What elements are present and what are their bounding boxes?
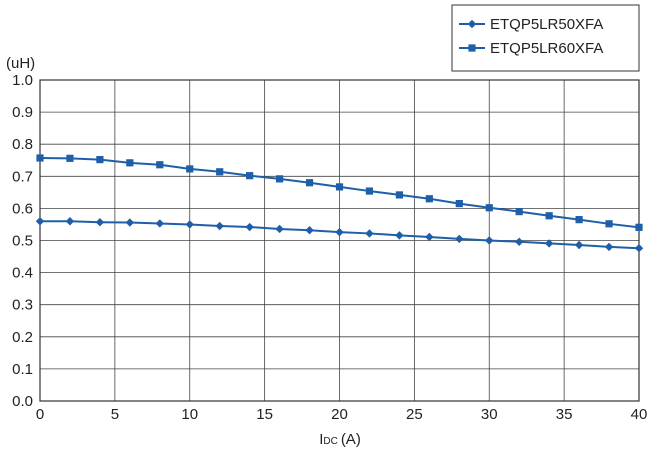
data-point-square bbox=[186, 165, 194, 173]
data-point-square bbox=[395, 191, 403, 199]
y-tick-label: 0.0 bbox=[12, 393, 33, 410]
data-point-diamond bbox=[35, 217, 45, 226]
data-point-square bbox=[545, 212, 553, 220]
data-point-diamond bbox=[634, 244, 644, 253]
data-point-diamond bbox=[185, 220, 194, 229]
data-point-diamond bbox=[275, 224, 284, 234]
data-point-square bbox=[276, 175, 284, 183]
data-point-square bbox=[246, 172, 254, 180]
x-tick-labels: 0 5 10 15 20 25 30 35 40 bbox=[36, 406, 648, 423]
data-point-square bbox=[365, 187, 374, 195]
data-point-square bbox=[216, 168, 224, 176]
y-tick-label: 0.4 bbox=[12, 265, 33, 282]
data-point-diamond bbox=[155, 219, 164, 228]
y-tick-label: 1.0 bbox=[12, 72, 33, 89]
x-tick-label: 0 bbox=[36, 406, 44, 423]
legend-items: ETQP5LR50XFA ETQP5LR60XFA bbox=[459, 16, 603, 57]
data-point-diamond bbox=[485, 236, 494, 245]
data-point-square bbox=[126, 159, 134, 167]
y-tick-label: 0.9 bbox=[12, 104, 33, 121]
y-tick-labels: 0.0 0.1 0.2 0.3 0.4 0.5 0.6 0.7 0.8 0.9 1.0 bbox=[12, 72, 33, 410]
data-point-square bbox=[156, 161, 164, 169]
y-tick-label: 0.5 bbox=[12, 233, 33, 250]
data-point-square bbox=[335, 183, 344, 191]
data-point-diamond bbox=[544, 239, 554, 248]
legend-marker-square bbox=[468, 44, 476, 52]
data-point-diamond bbox=[305, 226, 314, 235]
data-point-square bbox=[66, 154, 74, 162]
x-tick-label: 35 bbox=[556, 406, 573, 423]
series-layer bbox=[35, 154, 644, 253]
data-point-diamond bbox=[215, 221, 224, 231]
data-point-diamond bbox=[95, 218, 105, 227]
y-axis-title: (uH) bbox=[6, 55, 35, 72]
x-tick-label: 40 bbox=[631, 406, 648, 423]
x-tick-label: 5 bbox=[111, 406, 119, 423]
x-tick-label: 25 bbox=[406, 406, 423, 423]
data-point-diamond bbox=[574, 240, 584, 250]
y-tick-label: 0.1 bbox=[12, 361, 33, 378]
legend-marker-diamond bbox=[467, 19, 477, 29]
data-point-square bbox=[605, 220, 613, 228]
y-tick-label: 0.7 bbox=[12, 168, 33, 185]
plot-frame bbox=[39, 79, 640, 402]
y-tick-label: 0.8 bbox=[12, 136, 33, 153]
data-point-square bbox=[36, 154, 44, 162]
data-point-diamond bbox=[425, 232, 434, 242]
data-point-diamond bbox=[455, 234, 464, 244]
data-point-square bbox=[455, 199, 463, 208]
data-point-diamond bbox=[335, 227, 344, 237]
legend-box bbox=[451, 4, 640, 72]
legend-item: ETQP5LR60XFA bbox=[459, 40, 603, 57]
legend-label: ETQP5LR50XFA bbox=[490, 16, 603, 33]
data-point-square bbox=[575, 216, 583, 224]
x-axis-title-unit: (A) bbox=[341, 431, 361, 448]
data-point-diamond bbox=[125, 218, 135, 227]
x-tick-label: 10 bbox=[181, 406, 198, 423]
legend-item: ETQP5LR50XFA bbox=[459, 16, 603, 33]
x-axis-title-main: I bbox=[319, 431, 323, 448]
y-tick-label: 0.3 bbox=[12, 297, 33, 314]
y-tick-label: 0.6 bbox=[12, 200, 33, 217]
data-point-diamond bbox=[365, 229, 374, 238]
data-point-square bbox=[96, 156, 104, 164]
data-point-square bbox=[635, 223, 643, 231]
data-point-diamond bbox=[245, 222, 254, 232]
x-axis-title-sub: DC bbox=[323, 436, 337, 447]
series-etqp5lr50xfa bbox=[35, 217, 644, 253]
legend-label: ETQP5LR60XFA bbox=[490, 40, 603, 57]
data-point-diamond bbox=[515, 237, 524, 246]
y-tick-label: 0.2 bbox=[12, 329, 33, 346]
data-point-diamond bbox=[65, 217, 75, 226]
data-point-square bbox=[485, 204, 493, 212]
data-point-diamond bbox=[604, 242, 614, 252]
x-tick-label: 15 bbox=[256, 406, 273, 423]
x-tick-label: 30 bbox=[481, 406, 498, 423]
data-point-square bbox=[515, 208, 523, 216]
data-point-square bbox=[425, 195, 433, 203]
x-tick-label: 20 bbox=[331, 406, 348, 423]
data-point-square bbox=[305, 179, 314, 187]
data-point-diamond bbox=[395, 231, 404, 240]
legend: ETQP5LR50XFA ETQP5LR60XFA bbox=[451, 4, 640, 72]
x-axis-title: IDC (A) bbox=[319, 431, 361, 448]
series-etqp5lr60xfa bbox=[36, 154, 643, 231]
